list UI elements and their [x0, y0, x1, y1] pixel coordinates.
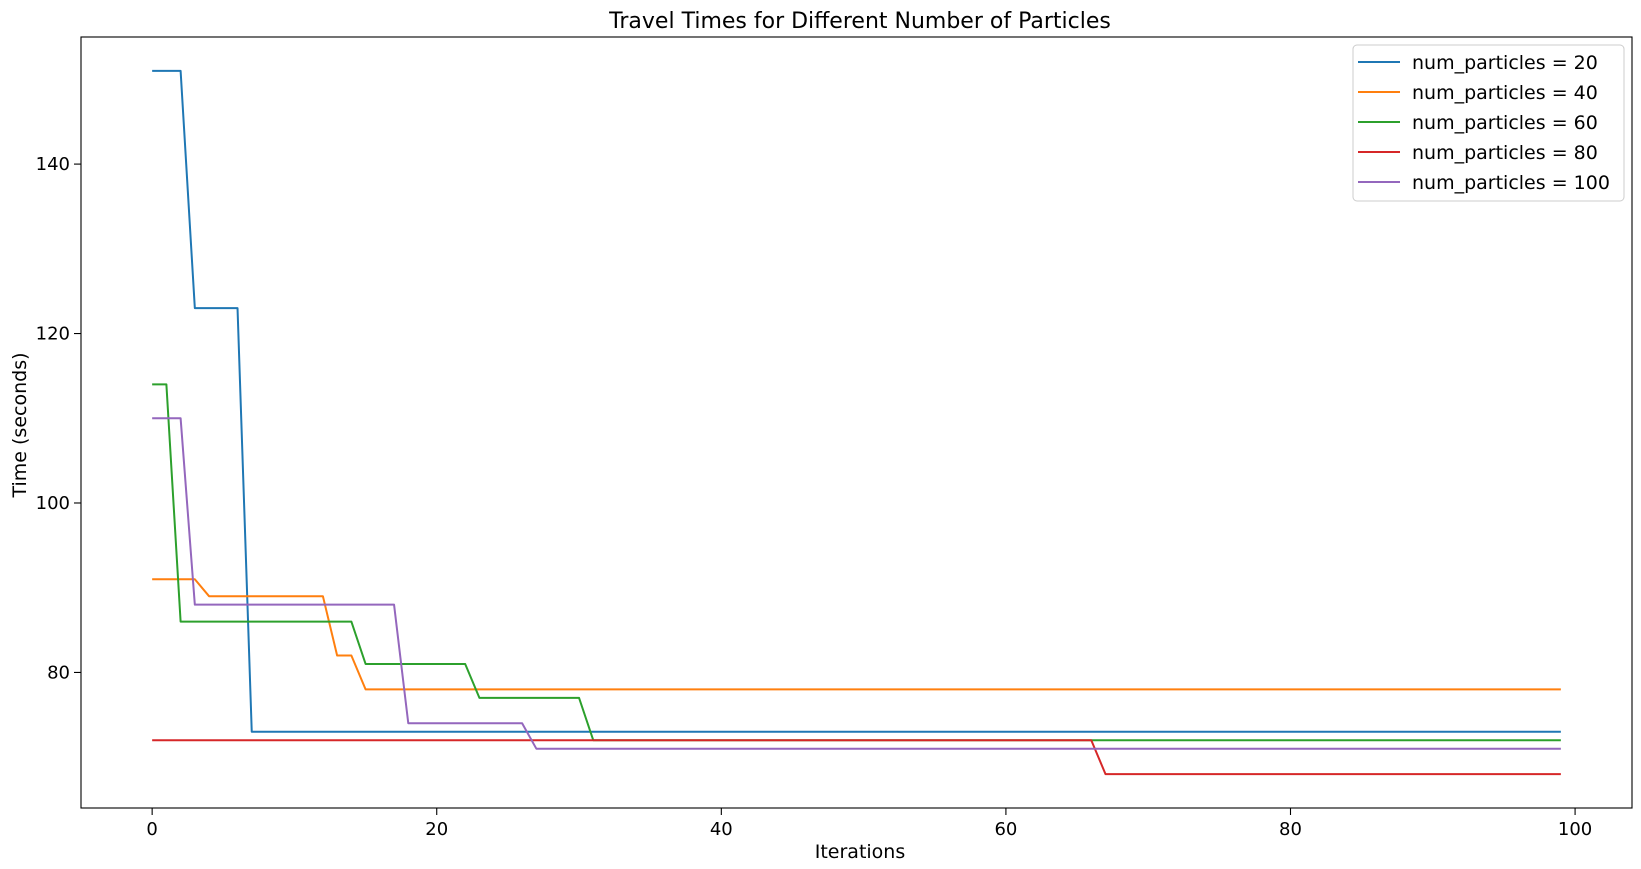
plot-frame — [80, 36, 1633, 809]
y-tick-label: 100 — [36, 493, 70, 514]
x-axis: 0 20 40 60 80 100 — [146, 808, 1592, 840]
legend-items: num_particles = 20 num_particles = 40 num_… — [1358, 52, 1610, 194]
series-line-1 — [152, 69, 1561, 733]
legend: num_particles = 20 num_particles = 40 num_… — [1352, 44, 1625, 202]
legend-label-1: num_particles = 20 — [1412, 52, 1598, 74]
series-line-5 — [152, 417, 1561, 750]
x-tick-label: 80 — [1279, 819, 1302, 840]
legend-box — [1352, 44, 1625, 202]
y-tick-label: 80 — [47, 662, 70, 683]
series-line-2 — [152, 578, 1561, 691]
y-tick-label: 120 — [36, 324, 70, 345]
x-axis-label: Iterations — [815, 841, 906, 863]
legend-label-2: num_particles = 40 — [1412, 82, 1598, 104]
series-group — [152, 69, 1561, 776]
legend-label-4: num_particles = 80 — [1412, 142, 1598, 164]
x-tick-label: 20 — [425, 819, 448, 840]
series-line-3 — [152, 383, 1561, 742]
x-tick-label: 0 — [146, 819, 157, 840]
plot-area — [80, 36, 1633, 809]
series-line-4 — [152, 739, 1561, 776]
y-tick-label: 140 — [36, 154, 70, 175]
legend-label-3: num_particles = 60 — [1412, 112, 1598, 134]
legend-label-5: num_particles = 100 — [1412, 172, 1610, 194]
x-tick-label: 100 — [1558, 819, 1592, 840]
chart-title: Travel Times for Different Number of Par… — [608, 9, 1111, 34]
y-axis: 80 100 120 140 — [36, 154, 81, 683]
x-tick-label: 60 — [994, 819, 1017, 840]
x-tick-label: 40 — [710, 819, 733, 840]
y-axis-label: Time (seconds) — [9, 352, 31, 498]
